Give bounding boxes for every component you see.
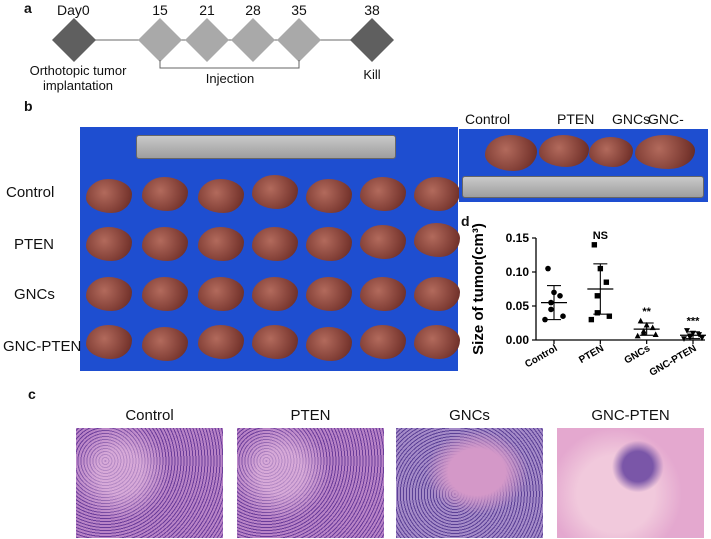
day35-label: 35	[291, 2, 307, 18]
x-tick-label: Control	[523, 343, 559, 370]
y-tick-label: 0.10	[506, 265, 530, 279]
histo-title-pten: PTEN	[290, 407, 331, 424]
histo-title-gnc-pten: GNC-PTEN	[591, 407, 670, 424]
data-point	[560, 313, 566, 319]
day21-marker	[185, 18, 229, 62]
y-tick-label: 0.15	[506, 231, 530, 245]
panel-a-label: a	[24, 0, 32, 16]
row-label-control: Control	[6, 184, 55, 201]
liver-photo-main	[80, 127, 460, 371]
liver-photo-inset	[459, 129, 708, 202]
data-point	[684, 328, 690, 334]
x-tick-label: PTEN	[577, 343, 606, 366]
data-point	[681, 336, 687, 342]
x-tick-label: GNCs	[623, 343, 653, 367]
day38-label: 38	[364, 2, 380, 18]
histo-title-control: Control	[125, 407, 174, 424]
data-point	[591, 242, 598, 248]
injection-label: Injection	[205, 71, 255, 86]
panel-c-label: c	[28, 386, 36, 402]
inset-ruler	[462, 176, 704, 198]
data-point	[637, 317, 644, 324]
histology-gnc-pten	[557, 428, 704, 538]
data-point	[640, 330, 647, 336]
panel-d-label: d	[461, 213, 470, 229]
row-label-pten: PTEN	[14, 236, 55, 253]
inset-label-gncs: GNCs	[612, 111, 651, 127]
y-tick-label: 0.00	[506, 333, 530, 347]
data-point	[542, 316, 548, 323]
inset-label-control: Control	[465, 111, 511, 127]
significance-label: NS	[593, 230, 608, 242]
day15-marker	[138, 18, 182, 62]
tumor-size-chart: 0.00 0.05 0.10 0.15 Size of tumor(cm³) Contro…	[470, 223, 706, 379]
row-label-gncs: GNCs	[14, 286, 55, 303]
y-axis-label: Size of tumor(cm³)	[470, 223, 487, 355]
day38-marker	[350, 18, 394, 62]
significance-label: ***	[687, 315, 701, 327]
data-point	[545, 265, 551, 272]
data-point	[699, 335, 705, 342]
y-tick-label: 0.05	[506, 299, 530, 313]
row-label-gnc-pten: GNC-PTEN	[3, 338, 82, 355]
day15-label: 15	[152, 2, 168, 18]
ruler	[136, 135, 396, 159]
data-point	[594, 310, 601, 316]
histology-gncs	[396, 428, 543, 538]
day21-label: 21	[199, 2, 215, 18]
data-point	[548, 306, 554, 313]
histology-control	[76, 428, 223, 538]
data-point	[634, 332, 641, 339]
injection-bracket	[159, 60, 300, 69]
timeline-diagram	[52, 18, 394, 69]
histo-title-gncs: GNCs	[449, 407, 490, 424]
data-point	[557, 293, 563, 299]
data-point	[603, 279, 610, 285]
day28-marker	[231, 18, 275, 62]
data-point	[652, 331, 659, 337]
significance-label: **	[642, 306, 651, 318]
panel-b-label: b	[24, 98, 33, 114]
kill-label: Kill	[363, 67, 381, 82]
day0-marker	[52, 18, 96, 62]
day0-label: Day0	[57, 2, 90, 18]
data-point	[594, 293, 601, 299]
day35-marker	[277, 18, 321, 62]
day28-label: 28	[245, 2, 261, 18]
data-point	[588, 316, 595, 323]
inset-label-pten: PTEN	[557, 111, 595, 127]
x-tick-label: GNC-PTEN	[648, 343, 699, 379]
histology-pten	[237, 428, 384, 538]
implantation-label: Orthotopic tumor implantation	[29, 63, 127, 93]
data-point	[606, 313, 613, 319]
data-point	[687, 334, 693, 341]
